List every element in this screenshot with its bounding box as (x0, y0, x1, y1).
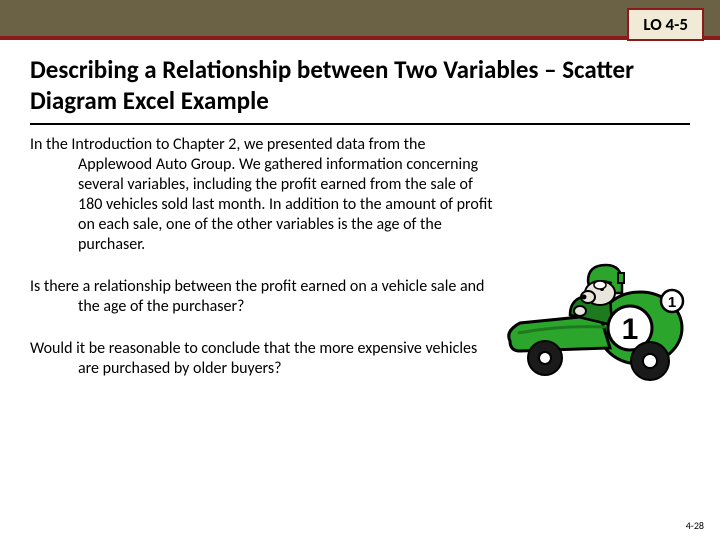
content-area: Describing a Relationship between Two Va… (0, 40, 720, 401)
paragraph-1: In the Introduction to Chapter 2, we pre… (30, 135, 500, 255)
illustration-column: 1 1 (500, 135, 690, 401)
body-area: In the Introduction to Chapter 2, we pre… (30, 135, 690, 401)
paragraph-2: Is there a relationship between the prof… (30, 277, 500, 317)
page-number: 4-28 (686, 519, 704, 532)
paragraph-3: Would it be reasonable to conclude that … (30, 339, 500, 379)
lo-badge: LO 4-5 (627, 8, 704, 41)
header-bar: LO 4-5 (0, 0, 720, 40)
page-title: Describing a Relationship between Two Va… (30, 54, 690, 125)
svg-text:1: 1 (668, 294, 676, 311)
text-column: In the Introduction to Chapter 2, we pre… (30, 135, 500, 401)
svg-text:1: 1 (622, 313, 639, 346)
race-car-icon: 1 1 (500, 253, 690, 383)
